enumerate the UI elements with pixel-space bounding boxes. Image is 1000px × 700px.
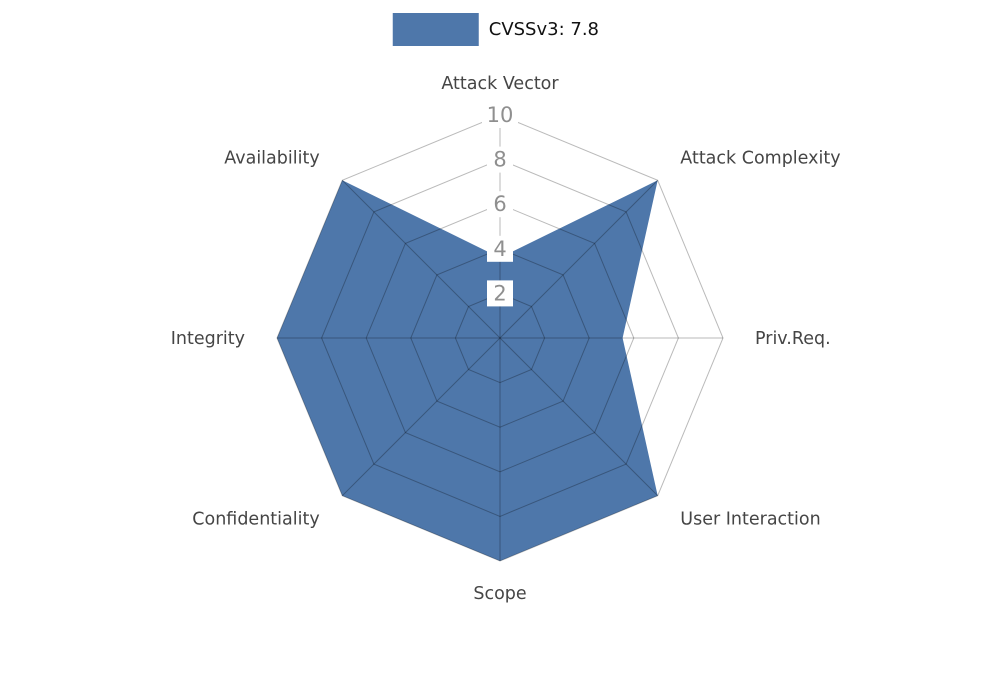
grid-ring	[276, 114, 724, 562]
legend: CVSSv3: 7.8	[392, 13, 599, 46]
axis-label-user-interaction: User Interaction	[680, 509, 820, 529]
axis-label-attack-vector: Attack Vector	[441, 74, 559, 94]
axis-label-confidentiality: Confidentiality	[192, 509, 319, 529]
tick-label: 4	[493, 237, 506, 261]
axis-label-scope: Scope	[473, 584, 526, 604]
axis-label-priv-req-: Priv.Req.	[755, 329, 831, 349]
grid-spoke	[341, 179, 501, 339]
tick-box	[482, 102, 518, 128]
grid-ring	[365, 203, 635, 473]
axis-label-attack-complexity: Attack Complexity	[680, 149, 840, 169]
tick-label: 6	[493, 192, 506, 216]
axis-label-integrity: Integrity	[171, 329, 245, 349]
legend-label: CVSSv3: 7.8	[488, 19, 599, 40]
tick-box	[487, 191, 513, 218]
tick-box	[487, 235, 513, 262]
tick-box	[487, 146, 513, 173]
tick-label: 10	[487, 103, 514, 127]
grid-ring	[410, 248, 590, 428]
radar-series-polygon	[277, 180, 658, 562]
grid-ring	[321, 159, 679, 517]
tick-label: 8	[493, 148, 506, 172]
grid-spoke	[341, 337, 501, 497]
axis-label-availability: Availability	[224, 149, 319, 169]
legend-swatch	[392, 13, 479, 46]
tick-box	[487, 280, 513, 307]
grid-ring	[454, 292, 546, 384]
grid-spoke	[499, 337, 659, 497]
tick-label: 2	[493, 281, 506, 305]
grid-spoke	[499, 179, 659, 339]
